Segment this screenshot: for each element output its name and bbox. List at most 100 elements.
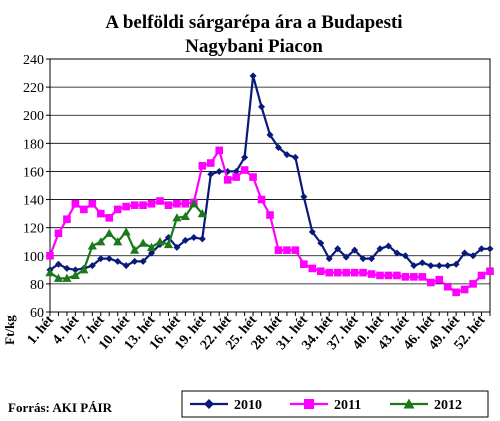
series-2011 [46,146,494,297]
data-point [223,176,232,184]
data-point [401,252,409,260]
data-point [384,242,392,250]
source-note: Forrás: AKI PÁIR [8,400,113,415]
data-point [53,273,64,282]
series-2012 [45,199,207,282]
data-point [45,268,55,277]
y-tick-label: 80 [30,278,44,293]
data-point [249,173,257,181]
data-point [461,249,469,257]
data-point [350,268,359,277]
data-point [131,257,139,265]
data-point [88,199,97,208]
data-point [257,195,266,204]
data-point [300,193,308,201]
data-point [308,264,317,273]
data-point [240,166,249,174]
data-point [304,399,314,409]
data-point [206,159,215,167]
data-point [189,199,199,208]
data-point [334,245,342,253]
data-point [291,246,300,254]
data-point [163,239,174,249]
data-point [80,205,88,214]
data-point [283,246,291,254]
data-point [308,228,316,236]
y-tick-label: 60 [30,306,44,321]
data-point [266,211,274,219]
data-point [325,255,333,263]
data-point [393,271,401,280]
data-point [486,245,494,253]
data-point [316,267,325,276]
data-point [164,201,173,209]
data-point [63,215,71,224]
legend-label: 2011 [334,398,361,413]
legend: 2010 2011 2012 [181,390,489,418]
data-point [198,162,207,170]
data-point [173,243,181,251]
data-point [333,268,342,277]
data-point [418,273,427,281]
data-point [97,255,105,263]
data-point [46,251,54,260]
data-point [204,399,214,409]
data-point [215,167,223,175]
data-point [114,257,122,265]
data-point [172,213,182,222]
data-point [368,255,376,263]
data-point [359,268,367,277]
data-point [427,262,435,270]
legend-label: 2010 [234,398,262,413]
data-point [393,249,401,257]
data-point [477,271,486,280]
data-point [197,209,207,218]
data-point [342,253,350,261]
data-point [444,262,452,270]
data-point [452,260,460,268]
data-point [410,262,418,270]
data-point [258,103,266,111]
data-point [207,170,215,178]
data-point [435,262,443,270]
data-point [130,201,139,209]
y-tick-label: 240 [23,53,44,68]
data-point [105,255,113,263]
data-point [376,271,384,280]
data-point [291,153,299,161]
data-point [130,245,140,254]
data-point [232,167,240,175]
data-point [469,252,477,260]
data-point [147,199,156,208]
data-point [180,211,190,221]
y-tick-label: 180 [23,137,44,152]
y-tick-label: 120 [23,222,44,237]
data-point [88,262,96,270]
data-point [146,242,157,251]
x-tick-label: 4. hét [50,313,83,348]
chart-title-line-1: A belföldi sárgarépa ára a Budapesti [105,12,402,33]
data-point [274,144,282,152]
data-point [351,246,359,254]
legend-label: 2012 [434,398,462,413]
data-point [435,275,444,284]
data-point [181,199,190,208]
data-point [452,288,460,297]
data-point [181,236,189,244]
y-axis-label: Ft/kg [2,315,17,345]
y-tick-label: 220 [23,81,44,96]
data-point [384,271,393,280]
data-point [122,262,130,270]
data-point [79,265,89,274]
data-point [139,257,147,265]
data-point [376,245,384,253]
chart-title-line-2: Nagybani Piacon [185,36,323,57]
data-point [113,205,122,214]
data-point [274,246,283,254]
data-point [359,255,367,263]
y-tick-label: 140 [23,194,44,209]
data-point [70,270,80,280]
data-point [198,235,206,243]
data-point [443,282,452,291]
